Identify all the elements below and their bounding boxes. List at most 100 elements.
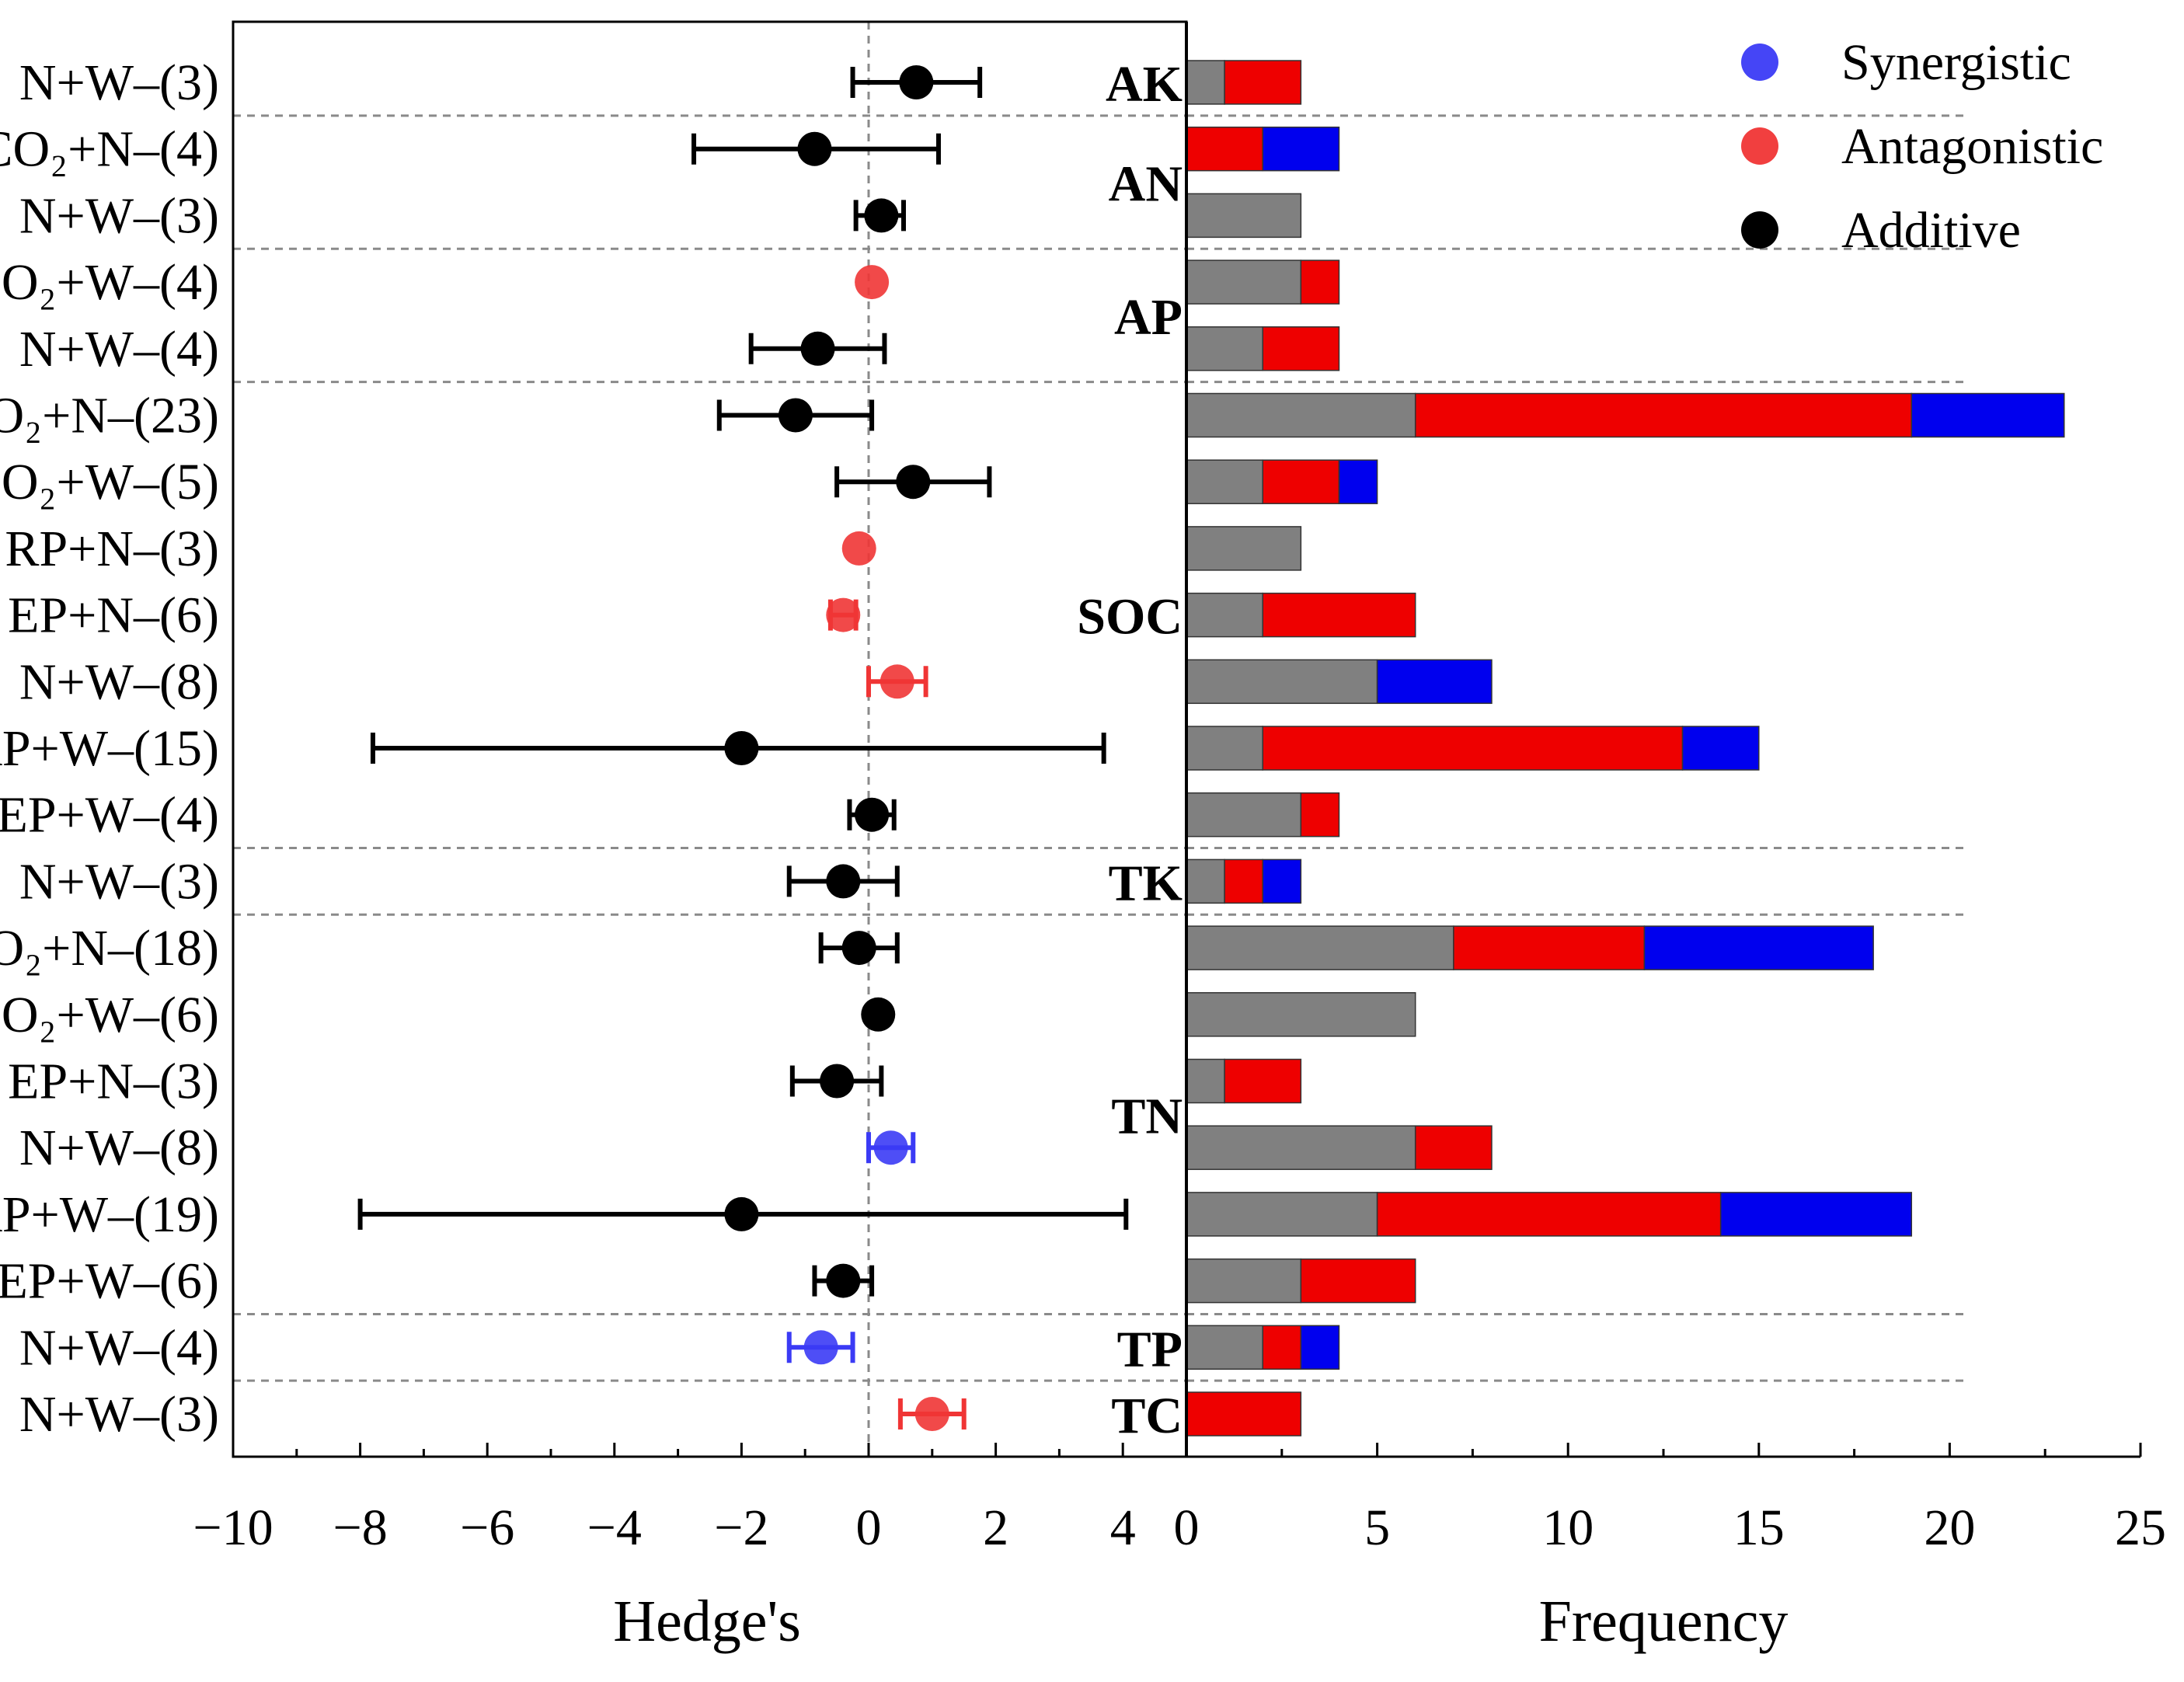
group-label: TC xyxy=(1111,1388,1183,1444)
hedges-axis: −10 −8 −6 −4 −2 0 2 4 Hedge's xyxy=(193,1443,1188,1654)
bar-additive xyxy=(1186,726,1263,771)
x-tick-label: −2 xyxy=(714,1499,768,1556)
bar-antagonistic xyxy=(1186,1391,1302,1436)
bar-synergistic xyxy=(1911,392,2065,438)
bar-antagonistic xyxy=(1262,326,1340,371)
bar-additive xyxy=(1186,659,1378,705)
bar-antagonistic xyxy=(1224,858,1263,904)
x-tick-label: 15 xyxy=(1733,1499,1785,1556)
bar-synergistic xyxy=(1262,858,1302,904)
row-label: CO₂+W–(4) xyxy=(0,254,219,311)
row-label: RP+W–(19) xyxy=(0,1186,219,1243)
row-label: N+W–(8) xyxy=(19,1120,219,1176)
row-label: N+W–(3) xyxy=(19,853,219,910)
effect-point xyxy=(826,1263,861,1298)
bar-antagonistic xyxy=(1414,1125,1493,1170)
row-label: EP+W–(6) xyxy=(0,1253,219,1310)
effect-point xyxy=(855,797,890,832)
row-label: RP+W–(15) xyxy=(0,720,219,777)
legend-label-additive: Additive xyxy=(1841,202,2021,259)
x-tick-label: −8 xyxy=(333,1499,387,1556)
group-label: TN xyxy=(1111,1088,1183,1144)
group-label: AN xyxy=(1109,156,1183,213)
row-label: N+W–(4) xyxy=(19,1319,219,1376)
effect-point xyxy=(855,265,890,300)
bar-antagonistic xyxy=(1224,1058,1302,1104)
bar-synergistic xyxy=(1338,459,1378,504)
bar-additive xyxy=(1186,925,1454,970)
x-tick-label: −4 xyxy=(587,1499,642,1556)
bar-additive xyxy=(1186,592,1263,638)
row-label: CO₂+N–(18) xyxy=(0,920,219,977)
bar-antagonistic xyxy=(1262,459,1340,504)
bar-antagonistic xyxy=(1300,259,1340,305)
row-label: CO₂+W–(6) xyxy=(0,987,219,1043)
group-label: TK xyxy=(1109,855,1183,911)
effect-point xyxy=(797,131,832,166)
x-tick-label: 10 xyxy=(1542,1499,1594,1556)
group-label: TP xyxy=(1117,1321,1183,1377)
bar-antagonistic xyxy=(1224,60,1302,105)
group-label: SOC xyxy=(1077,589,1183,646)
bar-additive xyxy=(1186,526,1302,571)
effect-point xyxy=(880,664,914,699)
effect-point xyxy=(841,531,876,566)
bar-additive xyxy=(1186,259,1302,305)
legend-marker-additive xyxy=(1741,211,1778,249)
row-label: EP+N–(3) xyxy=(8,1053,219,1110)
row-label: EP+W–(4) xyxy=(0,787,219,844)
bar-additive xyxy=(1186,1192,1378,1237)
bar-additive xyxy=(1186,326,1263,371)
legend-marker-synergistic xyxy=(1741,44,1778,81)
bar-synergistic xyxy=(1262,126,1340,172)
group-label: AK xyxy=(1106,56,1183,113)
bar-antagonistic xyxy=(1262,726,1684,771)
x-tick-label: 5 xyxy=(1364,1499,1390,1556)
forest-points xyxy=(724,65,949,1431)
bar-antagonistic xyxy=(1262,592,1416,638)
legend-marker-antagonistic xyxy=(1741,127,1778,165)
effect-point xyxy=(778,398,813,433)
row-label: RP+N–(3) xyxy=(5,521,219,577)
bar-antagonistic xyxy=(1300,792,1340,838)
effect-point xyxy=(896,465,931,500)
effect-point xyxy=(724,1196,759,1231)
effect-point xyxy=(841,931,876,966)
bar-additive xyxy=(1186,459,1263,504)
bar-additive xyxy=(1186,858,1225,904)
effect-point xyxy=(826,864,861,899)
row-label: N+W–(3) xyxy=(19,1386,219,1443)
bar-antagonistic xyxy=(1262,1325,1302,1370)
bar-antagonistic xyxy=(1186,126,1263,172)
bar-synergistic xyxy=(1300,1325,1340,1370)
forest-group-separators xyxy=(233,114,1186,1382)
row-label: CO₂+N–(23) xyxy=(0,388,219,444)
effect-point xyxy=(724,731,759,765)
x-tick-label: 2 xyxy=(983,1499,1008,1556)
bar-synergistic xyxy=(1681,726,1760,771)
row-label: N+W–(8) xyxy=(19,653,219,710)
frequency-axis: 0 5 10 15 20 25 Frequency xyxy=(1174,1443,2166,1654)
x-tick-label: 0 xyxy=(1174,1499,1200,1556)
bar-additive xyxy=(1186,1325,1263,1370)
row-label: N+W–(3) xyxy=(19,54,219,111)
row-label: N+W–(4) xyxy=(19,321,219,378)
legend-label-antagonistic: Antagonistic xyxy=(1841,118,2103,175)
bar-additive xyxy=(1186,60,1225,105)
x-tick-label: 20 xyxy=(1924,1499,1975,1556)
bar-antagonistic xyxy=(1453,925,1646,970)
group-labels: AK AN AP SOC TK TN TP TC xyxy=(1077,56,1183,1444)
x-axis-title: Frequency xyxy=(1539,1589,1789,1654)
effect-point xyxy=(873,1130,908,1165)
effect-point xyxy=(864,198,899,233)
x-tick-label: 25 xyxy=(2115,1499,2166,1556)
forest-row-labels: N+W–(3) CO₂+N–(4) N+W–(3) CO₂+W–(4) N+W–(4) C… xyxy=(0,54,219,1443)
effect-point xyxy=(800,331,835,366)
legend: Synergistic Antagonistic Additive xyxy=(1741,34,2103,259)
x-axis-title: Hedge's xyxy=(613,1589,801,1654)
bar-additive xyxy=(1186,1258,1302,1304)
legend-label-synergistic: Synergistic xyxy=(1841,34,2071,91)
bar-antagonistic xyxy=(1376,1192,1722,1237)
bar-additive xyxy=(1186,992,1416,1037)
